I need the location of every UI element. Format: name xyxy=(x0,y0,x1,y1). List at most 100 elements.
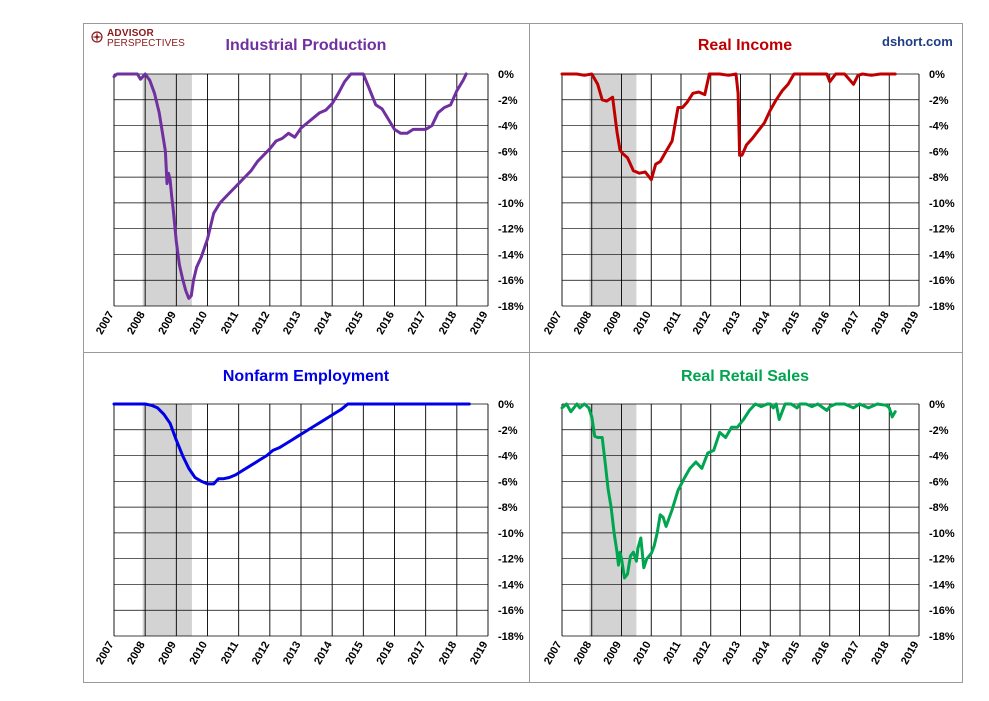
real-retail-sales-y-tick-label: -2% xyxy=(929,425,949,437)
real-retail-sales-y-tick-label: -10% xyxy=(929,528,955,540)
industrial-production-x-tick-label: 2016 xyxy=(374,310,397,337)
industrial-production-x-tick-label: 2011 xyxy=(219,310,241,337)
real-income-x-tick-label: 2018 xyxy=(869,310,892,337)
real-income-x-tick-label: 2008 xyxy=(572,310,595,337)
nonfarm-employment-x-tick-label: 2007 xyxy=(94,640,117,667)
industrial-production-x-tick-label: 2014 xyxy=(312,309,335,337)
real-retail-sales-chart: 0% -2% -4% -6% -8% -10% -12% -14% -16% -18% 2007 20… xyxy=(542,368,955,667)
real-income-x-tick-label: 2007 xyxy=(542,310,565,337)
real-retail-sales-x-tick-label: 2011 xyxy=(661,640,683,667)
industrial-production-x-tick-label: 2010 xyxy=(187,310,210,337)
industrial-production-y-tick-label: 0% xyxy=(498,69,514,81)
real-retail-sales-x-tick-label: 2008 xyxy=(572,640,595,667)
nonfarm-employment-x-tick-label: 2017 xyxy=(406,640,429,667)
real-income-chart: 0% -2% -4% -6% -8% -10% -12% -14% -16% -18% 2007 20… xyxy=(542,37,955,337)
panel-divider-vertical xyxy=(529,23,530,683)
nonfarm-employment-y-tick-label: -18% xyxy=(498,631,524,643)
real-retail-sales-x-tick-label: 2009 xyxy=(601,640,624,667)
real-retail-sales-y-tick-label: -4% xyxy=(929,451,949,463)
real-retail-sales-y-tick-label: -16% xyxy=(929,605,955,617)
real-income-y-tick-label: -12% xyxy=(929,224,955,236)
real-retail-sales-x-tick-label: 2016 xyxy=(810,640,833,667)
real-retail-sales-x-tick-label: 2010 xyxy=(631,640,654,667)
nonfarm-employment-series-line xyxy=(112,402,471,486)
industrial-production-chart: 0% -2% -4% -6% -8% -10% -12% -14% -16% -18% 2007 20… xyxy=(94,37,524,337)
real-income-x-tick-label: 2009 xyxy=(601,310,624,337)
industrial-production-x-tick-label: 2008 xyxy=(125,310,148,337)
industrial-production-y-tick-label: -16% xyxy=(498,275,524,287)
real-retail-sales-y-tick-label: 0% xyxy=(929,399,945,411)
logo-line-2: PERSPECTIVES xyxy=(107,38,185,49)
industrial-production-y-tick-label: -18% xyxy=(498,301,524,313)
industrial-production-y-tick-label: -4% xyxy=(498,121,518,133)
nonfarm-employment-x-tick-label: 2012 xyxy=(250,640,273,667)
nonfarm-employment-y-tick-label: -12% xyxy=(498,554,524,566)
real-retail-sales-y-tick-label: -12% xyxy=(929,554,955,566)
real-retail-sales-x-tick-label: 2007 xyxy=(542,640,565,667)
nonfarm-employment-x-tick-label: 2008 xyxy=(125,640,148,667)
real-income-series-line xyxy=(560,72,897,182)
real-income-x-tick-label: 2013 xyxy=(720,310,743,337)
real-income-x-tick-label: 2014 xyxy=(750,309,773,337)
industrial-production-y-tick-label: -2% xyxy=(498,95,518,107)
nonfarm-employment-y-tick-label: -6% xyxy=(498,476,518,488)
real-income-y-tick-label: -16% xyxy=(929,275,955,287)
industrial-production-x-tick-label: 2009 xyxy=(156,310,179,337)
real-income-y-tick-label: 0% xyxy=(929,69,945,81)
compass-logo-icon xyxy=(91,31,103,43)
real-income-x-tick-label: 2016 xyxy=(810,310,833,337)
site-label: dshort.com xyxy=(882,34,953,49)
real-income-y-tick-label: -18% xyxy=(929,301,955,313)
real-retail-sales-x-tick-label: 2015 xyxy=(780,640,803,667)
real-income-y-tick-label: -8% xyxy=(929,172,949,184)
industrial-production-x-tick-label: 2015 xyxy=(343,310,366,337)
real-income-x-tick-label: 2010 xyxy=(631,310,654,337)
real-income-y-tick-label: -10% xyxy=(929,198,955,210)
industrial-production-y-tick-label: -12% xyxy=(498,224,524,236)
real-income-y-tick-label: -6% xyxy=(929,146,949,158)
nonfarm-employment-chart: 0% -2% -4% -6% -8% -10% -12% -14% -16% -18% 2007 20… xyxy=(94,368,524,667)
industrial-production-y-tick-label: -8% xyxy=(498,172,518,184)
nonfarm-employment-x-tick-label: 2018 xyxy=(437,640,460,667)
real-retail-sales-x-tick-label: 2019 xyxy=(899,640,922,667)
real-retail-sales-x-tick-label: 2017 xyxy=(839,640,862,667)
nonfarm-employment-x-tick-label: 2015 xyxy=(343,640,366,667)
industrial-production-x-tick-label: 2013 xyxy=(281,310,304,337)
logo-line-1: ADVISOR xyxy=(107,28,154,39)
nonfarm-employment-y-tick-label: 0% xyxy=(498,399,514,411)
nonfarm-employment-x-tick-label: 2014 xyxy=(312,639,335,667)
real-income-x-tick-label: 2017 xyxy=(839,310,862,337)
industrial-production-x-tick-label: 2019 xyxy=(468,310,491,337)
real-retail-sales-y-tick-label: -6% xyxy=(929,476,949,488)
real-retail-sales-series-line xyxy=(560,402,897,580)
industrial-production-x-tick-label: 2018 xyxy=(437,310,460,337)
industrial-production-x-tick-label: 2007 xyxy=(94,310,117,337)
real-retail-sales-x-tick-label: 2012 xyxy=(691,640,714,667)
real-income-x-tick-label: 2011 xyxy=(661,310,683,337)
real-income-x-tick-label: 2015 xyxy=(780,310,803,337)
real-income-x-tick-label: 2012 xyxy=(691,310,714,337)
real-income-y-tick-label: -2% xyxy=(929,95,949,107)
real-retail-sales-x-tick-label: 2013 xyxy=(720,640,743,667)
industrial-production-x-tick-label: 2017 xyxy=(406,310,429,337)
industrial-production-title: Industrial Production xyxy=(226,37,387,54)
nonfarm-employment-title: Nonfarm Employment xyxy=(223,368,390,385)
nonfarm-employment-y-tick-label: -8% xyxy=(498,502,518,514)
nonfarm-employment-x-tick-label: 2016 xyxy=(374,640,397,667)
industrial-production-x-tick-label: 2012 xyxy=(250,310,273,337)
nonfarm-employment-x-tick-label: 2011 xyxy=(219,640,241,667)
nonfarm-employment-x-tick-label: 2013 xyxy=(281,640,304,667)
industrial-production-y-tick-label: -14% xyxy=(498,249,524,261)
real-retail-sales-x-tick-label: 2018 xyxy=(869,640,892,667)
real-retail-sales-y-tick-label: -18% xyxy=(929,631,955,643)
real-income-y-tick-label: -4% xyxy=(929,121,949,133)
real-income-y-tick-label: -14% xyxy=(929,249,955,261)
industrial-production-recession-band xyxy=(142,74,192,306)
nonfarm-employment-recession-band xyxy=(142,404,192,636)
real-retail-sales-y-tick-label: -8% xyxy=(929,502,949,514)
real-retail-sales-y-tick-label: -14% xyxy=(929,579,955,591)
nonfarm-employment-y-tick-label: -10% xyxy=(498,528,524,540)
nonfarm-employment-x-tick-label: 2009 xyxy=(156,640,179,667)
industrial-production-y-tick-label: -6% xyxy=(498,146,518,158)
